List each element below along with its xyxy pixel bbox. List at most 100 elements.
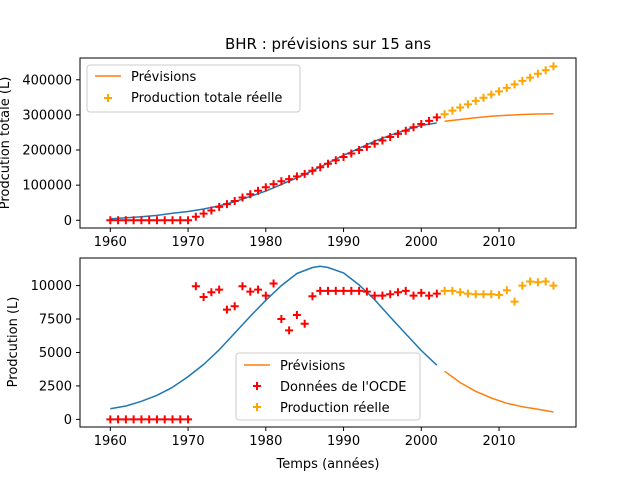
top-ocde-point [300,169,309,178]
top-forecast-line [444,112,554,122]
bottom-ocde-point [222,305,231,314]
bottom-ocde-point [114,415,123,424]
bottom-y-tick-label: 2500 [39,379,72,394]
bottom-ocde-point [230,302,239,311]
bottom-ocde-point [145,415,154,424]
bottom-ocde-point [191,282,200,291]
bottom-real-point [463,289,472,298]
top-ocde-point [417,120,426,129]
bottom-real-point [471,290,480,299]
bottom-legend-real-label: Production réelle [280,401,390,416]
bottom-legend-real-marker [253,403,261,411]
top-real-point [549,62,558,71]
top-ocde-point [277,177,286,186]
top-ocde-point [409,123,418,132]
top-y-tick-label: 100000 [22,179,72,194]
bottom-ocde-point [331,286,340,295]
bottom-ocde-point [417,288,426,297]
top-real-point [541,66,550,75]
top-real-point [526,73,535,82]
bottom-ocde-point [292,311,301,320]
top-axis-ticks: 1960 1970 1980 1990 2000 2010 0 100000 200000 300… [22,73,515,250]
bottom-ocde-point [324,286,332,295]
top-ocde-point [331,156,340,165]
top-real-point [479,93,488,102]
bottom-ocde-point [121,415,130,424]
bottom-ocde-point [106,415,115,424]
bottom-ocde-point [362,287,371,296]
bottom-ocde-point [339,286,348,295]
top-real-point [502,83,511,92]
bottom-ocde-point [432,289,441,298]
bottom-ocde-point [386,290,395,299]
bottom-ocde-point [160,415,169,424]
top-ocde-point [269,180,278,189]
top-x-tick-label: 2000 [405,235,438,250]
top-ocde-point [215,202,224,211]
top-real-point [456,103,465,112]
top-x-tick-label: 1960 [94,235,127,250]
bottom-ocde-point [277,315,286,324]
bottom-y-tick-label: 0 [64,413,72,428]
bottom-ocde-point [261,291,270,300]
bottom-ocde-point [347,286,356,295]
top-plot-area [106,62,558,225]
top-ocde-point [254,186,263,195]
top-y-axis-label: Prodcution totale (L) [0,77,13,210]
bottom-real-point [502,286,511,295]
top-chart-title: BHR : prévisions sur 15 ans [225,35,431,53]
top-real-point [448,106,457,115]
bottom-y-axis-label: Prodcution (L) [6,297,21,388]
bottom-x-tick-label: 1970 [172,434,205,449]
bottom-ocde-point [285,326,294,335]
top-real-point [495,87,504,96]
bottom-legend-forecast-label: Prévisions [280,359,346,374]
top-x-tick-label: 1970 [172,235,205,250]
top-real-point [440,110,449,119]
top-y-tick-label: 300000 [22,108,72,123]
bottom-ocde-point [401,286,410,295]
bottom-x-tick-label: 2010 [482,434,515,449]
top-ocde-point [114,216,123,225]
top-ocde-point [285,175,294,184]
bottom-real-point [487,290,496,299]
top-y-tick-label: 200000 [22,144,72,159]
bottom-legend-box [235,352,421,421]
bottom-real-point [448,286,457,295]
bottom-ocde-point [425,291,434,300]
bottom-ocde-point [168,415,177,424]
bottom-ocde-point [269,279,278,288]
top-legend-forecast-label: Prévisions [131,70,197,85]
bottom-axes-frame [79,257,577,428]
top-axes-frame [79,57,577,229]
top-ocde-point [393,129,402,138]
bottom-real-point [479,290,488,299]
top-ocde-point [207,206,216,215]
top-ocde-point [230,196,239,205]
top-ocde-point [160,216,169,225]
top-ocde-point [261,183,270,192]
top-ocde-point [168,216,177,225]
bottom-x-axis-label: Temps (années) [276,457,380,472]
bottom-legend: Prévisions Données de l'OCDE Production … [235,352,421,421]
top-y-tick-label: 0 [64,214,72,229]
top-ocde-point [324,159,332,168]
bottom-y-tick-label: 7500 [39,313,72,328]
top-legend-box [86,64,301,113]
top-ocde-point [362,142,371,151]
bottom-real-point [510,297,519,306]
top-real-point [471,96,480,105]
bottom-real-point [518,281,527,290]
bottom-x-tick-label: 1960 [94,434,127,449]
bottom-ocde-point [316,286,325,295]
bottom-ocde-point [393,288,402,297]
bottom-x-tick-label: 1990 [327,434,360,449]
bottom-legend-ocde-label: Données de l'OCDE [280,380,406,395]
top-x-tick-label: 2010 [482,235,515,250]
bottom-real-point [495,290,504,299]
top-legend: Prévisions Production totale réelle [86,64,301,113]
top-real-point [463,100,472,109]
top-ocde-point [199,209,208,218]
top-legend-real-label: Production totale réelle [131,91,282,106]
